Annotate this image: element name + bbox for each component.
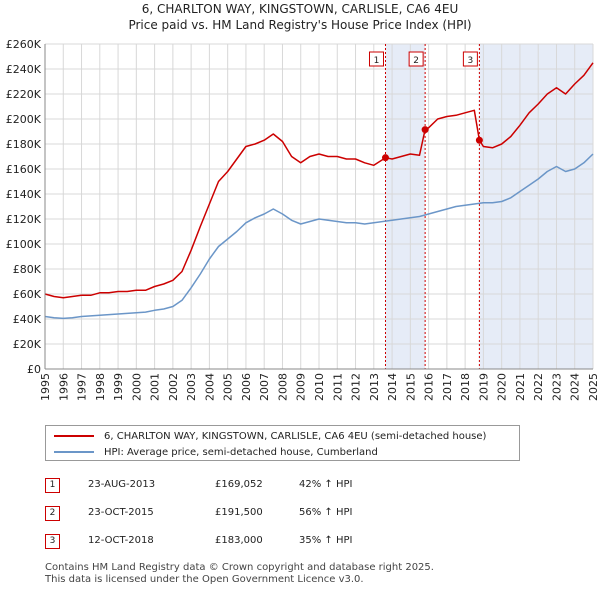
sale-number-badge: 1 bbox=[45, 478, 60, 493]
x-tick-label: 2005 bbox=[222, 373, 235, 401]
sale-price: £169,052 bbox=[215, 479, 263, 490]
sale-number-badge: 3 bbox=[45, 534, 60, 549]
sales-table: 1 23-AUG-2013 £169,052 42% ↑ HPI 2 23-OC… bbox=[45, 473, 385, 557]
x-tick-label: 2019 bbox=[477, 373, 490, 401]
sale-band bbox=[479, 44, 593, 369]
y-tick-label: £20K bbox=[13, 338, 42, 351]
sale-point bbox=[381, 154, 389, 162]
sale-marker-label: 2 bbox=[413, 56, 419, 66]
y-tick-label: £160K bbox=[6, 163, 42, 176]
sale-number-badge: 2 bbox=[45, 506, 60, 521]
sale-band bbox=[385, 44, 426, 369]
x-tick-label: 2018 bbox=[459, 373, 472, 401]
x-tick-label: 2009 bbox=[295, 373, 308, 401]
sale-row: 3 12-OCT-2018 £183,000 35% ↑ HPI bbox=[45, 529, 385, 557]
sale-point bbox=[475, 136, 483, 144]
legend-label-property: 6, CHARLTON WAY, KINGSTOWN, CARLISLE, CA… bbox=[104, 430, 487, 442]
x-tick-label: 2007 bbox=[258, 373, 271, 401]
hpi-line bbox=[44, 153, 594, 320]
x-tick-label: 2006 bbox=[240, 373, 253, 401]
x-tick-label: 2000 bbox=[130, 373, 143, 401]
y-tick-label: £60K bbox=[13, 288, 42, 301]
x-tick-label: 2022 bbox=[532, 373, 545, 401]
x-tick-label: 2024 bbox=[569, 373, 582, 401]
property-price-line bbox=[44, 62, 594, 299]
sale-marker-label: 3 bbox=[468, 56, 474, 66]
x-tick-label: 2016 bbox=[423, 373, 436, 401]
sale-row: 1 23-AUG-2013 £169,052 42% ↑ HPI bbox=[45, 473, 385, 501]
x-tick-label: 2010 bbox=[313, 373, 326, 401]
x-tick-label: 2008 bbox=[276, 373, 289, 401]
y-tick-label: £200K bbox=[6, 113, 42, 126]
x-tick-label: 2012 bbox=[350, 373, 363, 401]
y-tick-label: £80K bbox=[13, 263, 42, 276]
footer-copyright: Contains HM Land Registry data © Crown c… bbox=[45, 562, 434, 573]
x-tick-label: 2014 bbox=[386, 373, 399, 401]
legend-swatch-property bbox=[54, 435, 94, 437]
y-axis: £0 £20K £40K £60K £80K £100K £120K £140K £160K £1… bbox=[6, 38, 46, 376]
x-tick-label: 2011 bbox=[331, 373, 344, 401]
x-tick-label: 1997 bbox=[76, 373, 89, 401]
sale-point bbox=[421, 126, 429, 134]
sale-period-bands bbox=[385, 44, 593, 369]
legend-item-property: 6, CHARLTON WAY, KINGSTOWN, CARLISLE, CA… bbox=[54, 428, 486, 444]
sale-number-markers: 1 2 3 bbox=[368, 51, 478, 67]
chart-title: 6, CHARLTON WAY, KINGSTOWN, CARLISLE, CA… bbox=[141, 2, 459, 16]
x-tick-label: 2004 bbox=[203, 373, 216, 401]
sale-marker-box bbox=[462, 51, 478, 67]
x-tick-label: 1998 bbox=[94, 373, 107, 401]
footer-license: This data is licensed under the Open Gov… bbox=[45, 574, 364, 585]
sale-price: £183,000 bbox=[215, 535, 263, 546]
y-tick-label: £40K bbox=[13, 313, 42, 326]
y-tick-label: £100K bbox=[6, 238, 42, 251]
x-tick-label: 2013 bbox=[368, 373, 381, 401]
sale-marker-box bbox=[408, 51, 424, 67]
y-tick-label: £120K bbox=[6, 213, 42, 226]
x-tick-label: 2001 bbox=[149, 373, 162, 401]
x-tick-label: 2003 bbox=[185, 373, 198, 401]
x-tick-label: 2020 bbox=[496, 373, 509, 401]
y-tick-label: £0 bbox=[27, 363, 41, 376]
sale-marker-label: 1 bbox=[374, 56, 380, 66]
x-tick-label: 1996 bbox=[57, 373, 70, 401]
x-tick-label: 1999 bbox=[112, 373, 125, 401]
sale-points bbox=[381, 126, 483, 162]
sale-date: 12-OCT-2018 bbox=[88, 535, 154, 546]
sale-price: £191,500 bbox=[215, 507, 263, 518]
price-chart: 1 2 3 £0 £20K £40K £60K £80K £100K £120K £140K £16… bbox=[6, 38, 600, 401]
x-tick-label: 2023 bbox=[550, 373, 563, 401]
series-lines bbox=[44, 62, 594, 320]
sale-hpi-change: 35% ↑ HPI bbox=[299, 535, 353, 546]
sale-hpi-change: 42% ↑ HPI bbox=[299, 479, 353, 490]
y-tick-label: £240K bbox=[6, 63, 42, 76]
x-tick-label: 2002 bbox=[167, 373, 180, 401]
y-tick-label: £140K bbox=[6, 188, 42, 201]
legend-swatch-hpi bbox=[54, 451, 94, 453]
legend: 6, CHARLTON WAY, KINGSTOWN, CARLISLE, CA… bbox=[45, 425, 520, 461]
sale-row: 2 23-OCT-2015 £191,500 56% ↑ HPI bbox=[45, 501, 385, 529]
x-tick-label: 2015 bbox=[404, 373, 417, 401]
y-tick-label: £180K bbox=[6, 138, 42, 151]
x-tick-label: 1995 bbox=[39, 373, 52, 401]
x-tick-label: 2025 bbox=[587, 373, 600, 401]
y-tick-label: £220K bbox=[6, 88, 42, 101]
legend-label-hpi: HPI: Average price, semi-detached house,… bbox=[104, 446, 378, 458]
x-axis: 1995 1996 1997 1998 1999 2000 2001 2002 2003 2004… bbox=[39, 368, 600, 401]
legend-item-hpi: HPI: Average price, semi-detached house,… bbox=[54, 444, 378, 460]
sale-marker-box bbox=[368, 51, 384, 67]
sale-date: 23-OCT-2015 bbox=[88, 507, 154, 518]
sale-hpi-change: 56% ↑ HPI bbox=[299, 507, 353, 518]
sale-date: 23-AUG-2013 bbox=[88, 479, 156, 490]
grid-lines bbox=[44, 43, 594, 370]
chart-subtitle: Price paid vs. HM Land Registry's House … bbox=[128, 18, 472, 32]
x-tick-label: 2017 bbox=[441, 373, 454, 401]
x-tick-label: 2021 bbox=[514, 373, 527, 401]
y-tick-label: £260K bbox=[6, 38, 42, 51]
